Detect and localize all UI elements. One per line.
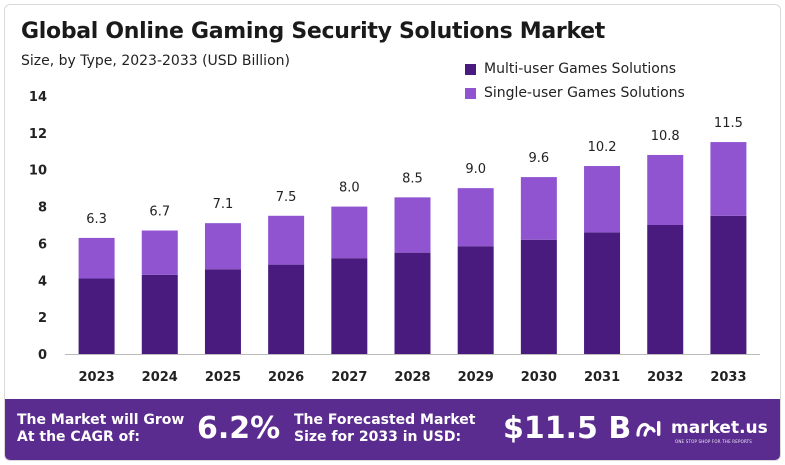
- bar-chart: 0 2 4 6 8 10 12 14 6.3 2023 6.7 2024 7.1 2025 7.5 2026 8…: [29, 90, 760, 385]
- bar-segment-single-user: [268, 215, 305, 265]
- bar-segment-multi-user: [710, 215, 747, 354]
- legend-swatch-multi-user: [465, 63, 476, 75]
- y-tick-label: 2: [38, 311, 47, 326]
- bar-total-label: 10.2: [588, 140, 617, 155]
- bar-segment-multi-user: [457, 246, 494, 354]
- bar-segment-multi-user: [520, 239, 557, 354]
- legend-label-single-user: Single-user Games Solutions: [484, 85, 685, 101]
- bar-segment-single-user: [204, 223, 241, 270]
- x-tick-label: 2027: [331, 370, 367, 385]
- y-tick-label: 6: [38, 237, 47, 252]
- legend-item-multi-user: Multi-user Games Solutions: [465, 57, 685, 81]
- brand-name: market.us: [671, 418, 768, 438]
- forecast-label-line2: Size for 2033 in USD:: [294, 429, 462, 445]
- bar-segment-multi-user: [78, 278, 115, 354]
- x-tick-label: 2028: [394, 370, 430, 385]
- bar-segment-multi-user: [268, 264, 305, 354]
- bar-segment-single-user: [710, 142, 747, 216]
- x-tick-label: 2025: [205, 370, 241, 385]
- x-tick-label: 2024: [142, 370, 178, 385]
- bar-total-label: 6.7: [149, 205, 170, 220]
- bar-segment-multi-user: [204, 269, 241, 354]
- y-tick-label: 0: [38, 348, 47, 363]
- cagr-label-line1: The Market will Grow: [17, 412, 185, 428]
- bar-segment-multi-user: [141, 274, 178, 354]
- market-us-logo-icon: [636, 421, 661, 437]
- bar-total-label: 7.1: [213, 197, 234, 212]
- bar-segment-single-user: [584, 166, 621, 233]
- bar-total-label: 7.5: [276, 190, 297, 205]
- bar-total-label: 11.5: [714, 116, 743, 131]
- legend-item-single-user: Single-user Games Solutions: [465, 81, 685, 105]
- cagr-label-line2: At the CAGR of:: [17, 429, 140, 445]
- cagr-value: 6.2%: [197, 411, 281, 446]
- bar-segment-single-user: [520, 177, 557, 240]
- legend-swatch-single-user: [465, 87, 476, 99]
- x-tick-label: 2030: [521, 370, 557, 385]
- chart-title: Global Online Gaming Security Solutions …: [21, 19, 606, 44]
- x-tick-label: 2033: [710, 370, 746, 385]
- forecast-label-line1: The Forecasted Market: [294, 412, 476, 428]
- bar-total-label: 9.0: [465, 162, 486, 177]
- forecast-label: The Forecasted Market Size for 2033 in U…: [294, 412, 475, 446]
- bar-total-label: 8.0: [339, 181, 360, 196]
- bar-total-label: 10.8: [651, 129, 680, 144]
- bar-segment-single-user: [78, 237, 115, 279]
- brand-tagline: ONE STOP SHOP FOR THE REPORTS: [675, 439, 753, 444]
- x-tick-label: 2032: [647, 370, 683, 385]
- bar-segment-multi-user: [331, 258, 368, 354]
- footer-banner: The Market will Grow At the CAGR of: 6.2…: [5, 399, 780, 460]
- bar-segment-single-user: [141, 230, 178, 275]
- legend-label-multi-user: Multi-user Games Solutions: [484, 61, 677, 77]
- bar-segment-single-user: [394, 197, 431, 253]
- y-tick-label: 12: [29, 127, 47, 142]
- bar-segment-multi-user: [647, 225, 684, 354]
- bar-segment-multi-user: [584, 232, 621, 354]
- bar-total-label: 8.5: [402, 171, 423, 186]
- y-tick-label: 14: [29, 90, 47, 105]
- x-tick-label: 2023: [78, 370, 114, 385]
- brand-logo: market.us: [635, 417, 768, 439]
- y-tick-label: 10: [29, 164, 47, 179]
- bar-total-label: 9.6: [529, 151, 550, 166]
- x-tick-label: 2029: [458, 370, 494, 385]
- cagr-label: The Market will Grow At the CAGR of:: [17, 412, 184, 446]
- y-tick-label: 8: [38, 201, 47, 216]
- bar-segment-single-user: [331, 206, 368, 259]
- bar-segment-single-user: [647, 154, 684, 225]
- x-tick-label: 2031: [584, 370, 620, 385]
- forecast-value: $11.5 B: [503, 411, 632, 446]
- bar-total-label: 6.3: [86, 212, 107, 227]
- chart-subtitle: Size, by Type, 2023-2033 (USD Billion): [21, 53, 290, 69]
- bar-segment-multi-user: [394, 252, 431, 354]
- chart-card: Global Online Gaming Security Solutions …: [4, 4, 781, 461]
- bar-segment-single-user: [457, 188, 494, 247]
- x-tick-label: 2026: [268, 370, 304, 385]
- y-tick-label: 4: [38, 274, 47, 289]
- chart-legend: Multi-user Games Solutions Single-user G…: [465, 57, 685, 105]
